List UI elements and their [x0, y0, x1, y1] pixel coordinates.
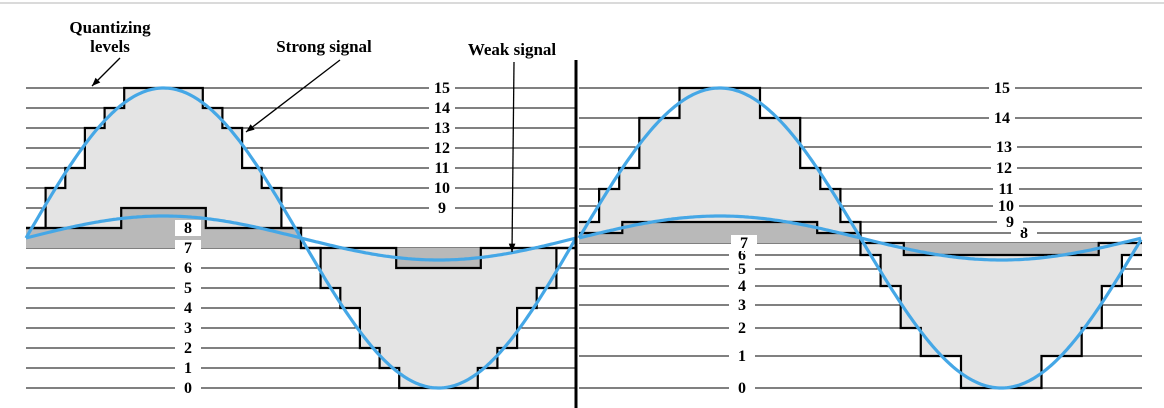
strong-signal-pointer-arrowhead — [246, 124, 255, 132]
left-level-label-bg-14 — [429, 100, 455, 116]
annotation-pointers — [91, 57, 516, 253]
left-level-label-13: 13 — [434, 120, 450, 137]
left-level-label-11: 11 — [434, 160, 449, 177]
right-level-label-10: 10 — [998, 198, 1014, 215]
right-level-label-bg-9 — [997, 214, 1023, 230]
left-weak-signal-curve — [25, 214, 577, 262]
right-level-label-12: 12 — [996, 160, 1012, 177]
right-level-label-6: 6 — [738, 247, 746, 264]
right-level-label-8: 8 — [1020, 225, 1028, 242]
left-level-label-bg-11 — [429, 160, 455, 176]
weak-signal-label: Weak signal — [468, 40, 557, 59]
right-level-label-bg-5 — [729, 261, 755, 277]
right-level-label-bg-3 — [729, 297, 755, 313]
left-level-label-5: 5 — [184, 280, 192, 297]
right-level-label-bg-15 — [989, 80, 1015, 96]
right-level-label-bg-0 — [729, 380, 755, 396]
left-level-label-3: 3 — [184, 320, 192, 337]
left-level-label-bg-4 — [175, 300, 201, 316]
left-level-label-2: 2 — [184, 340, 192, 357]
weak-signal-pointer-arrowhead — [508, 243, 516, 252]
left-level-label-bg-0 — [175, 380, 201, 396]
left-level-label-bg-7 — [175, 240, 201, 256]
right-level-label-bg-13 — [991, 139, 1017, 155]
right-level-label-3: 3 — [738, 297, 746, 314]
right-level-label-bg-14 — [989, 110, 1015, 126]
strong-signal-label: Strong signal — [276, 37, 372, 56]
quantizing-levels-label-line1: Quantizing — [69, 18, 151, 37]
left-level-label-8: 8 — [184, 220, 192, 237]
left-level-label-14: 14 — [434, 100, 450, 117]
right-level-label-4: 4 — [738, 278, 746, 295]
right-weak-signal-curve — [578, 214, 1142, 262]
left-level-label-bg-5 — [175, 280, 201, 296]
left-level-label-bg-12 — [429, 140, 455, 156]
left-level-label-12: 12 — [434, 140, 450, 157]
right-level-label-7: 7 — [740, 235, 748, 252]
right-level-label-bg-11 — [993, 181, 1019, 197]
left-level-label-bg-8 — [175, 220, 201, 236]
quantizing-levels-label-line2: levels — [90, 37, 130, 56]
left-level-label-0: 0 — [184, 380, 192, 397]
left-level-label-1: 1 — [184, 360, 192, 377]
left-level-label-bg-2 — [175, 340, 201, 356]
left-level-label-bg-15 — [429, 80, 455, 96]
left-level-label-7: 7 — [184, 240, 192, 257]
right-level-label-9: 9 — [1006, 214, 1014, 231]
left-level-label-10: 10 — [434, 180, 450, 197]
weak-signal-pointer-line — [511, 61, 515, 253]
right-level-label-2: 2 — [738, 320, 746, 337]
right-level-label-5: 5 — [738, 261, 746, 278]
right-level-label-bg-7 — [731, 235, 757, 251]
right-level-label-15: 15 — [994, 80, 1010, 97]
right-level-label-bg-10 — [993, 198, 1019, 214]
left-level-label-15: 15 — [434, 80, 450, 97]
right-level-label-13: 13 — [996, 139, 1012, 156]
left-level-label-bg-9 — [429, 200, 455, 216]
strong-signal-pointer-line — [245, 59, 341, 133]
left-level-label-bg-10 — [429, 180, 455, 196]
left-level-label-bg-3 — [175, 320, 201, 336]
left-level-label-bg-13 — [429, 120, 455, 136]
right-level-label-bg-2 — [729, 320, 755, 336]
left-level-label-bg-6 — [175, 260, 201, 276]
right-level-label-11: 11 — [998, 181, 1013, 198]
left-level-label-4: 4 — [184, 300, 192, 317]
analog-signal-curves — [24, 86, 1143, 390]
right-level-label-bg-12 — [991, 160, 1017, 176]
right-level-label-1: 1 — [738, 348, 746, 365]
right-level-label-bg-4 — [729, 278, 755, 294]
left-level-label-9: 9 — [438, 200, 446, 217]
left-level-label-bg-1 — [175, 360, 201, 376]
right-level-label-0: 0 — [738, 380, 746, 397]
right-level-label-bg-1 — [729, 348, 755, 364]
right-level-label-14: 14 — [994, 110, 1010, 127]
quantizing-levels-pointer-arrowhead — [92, 77, 101, 86]
left-level-label-6: 6 — [184, 260, 192, 277]
